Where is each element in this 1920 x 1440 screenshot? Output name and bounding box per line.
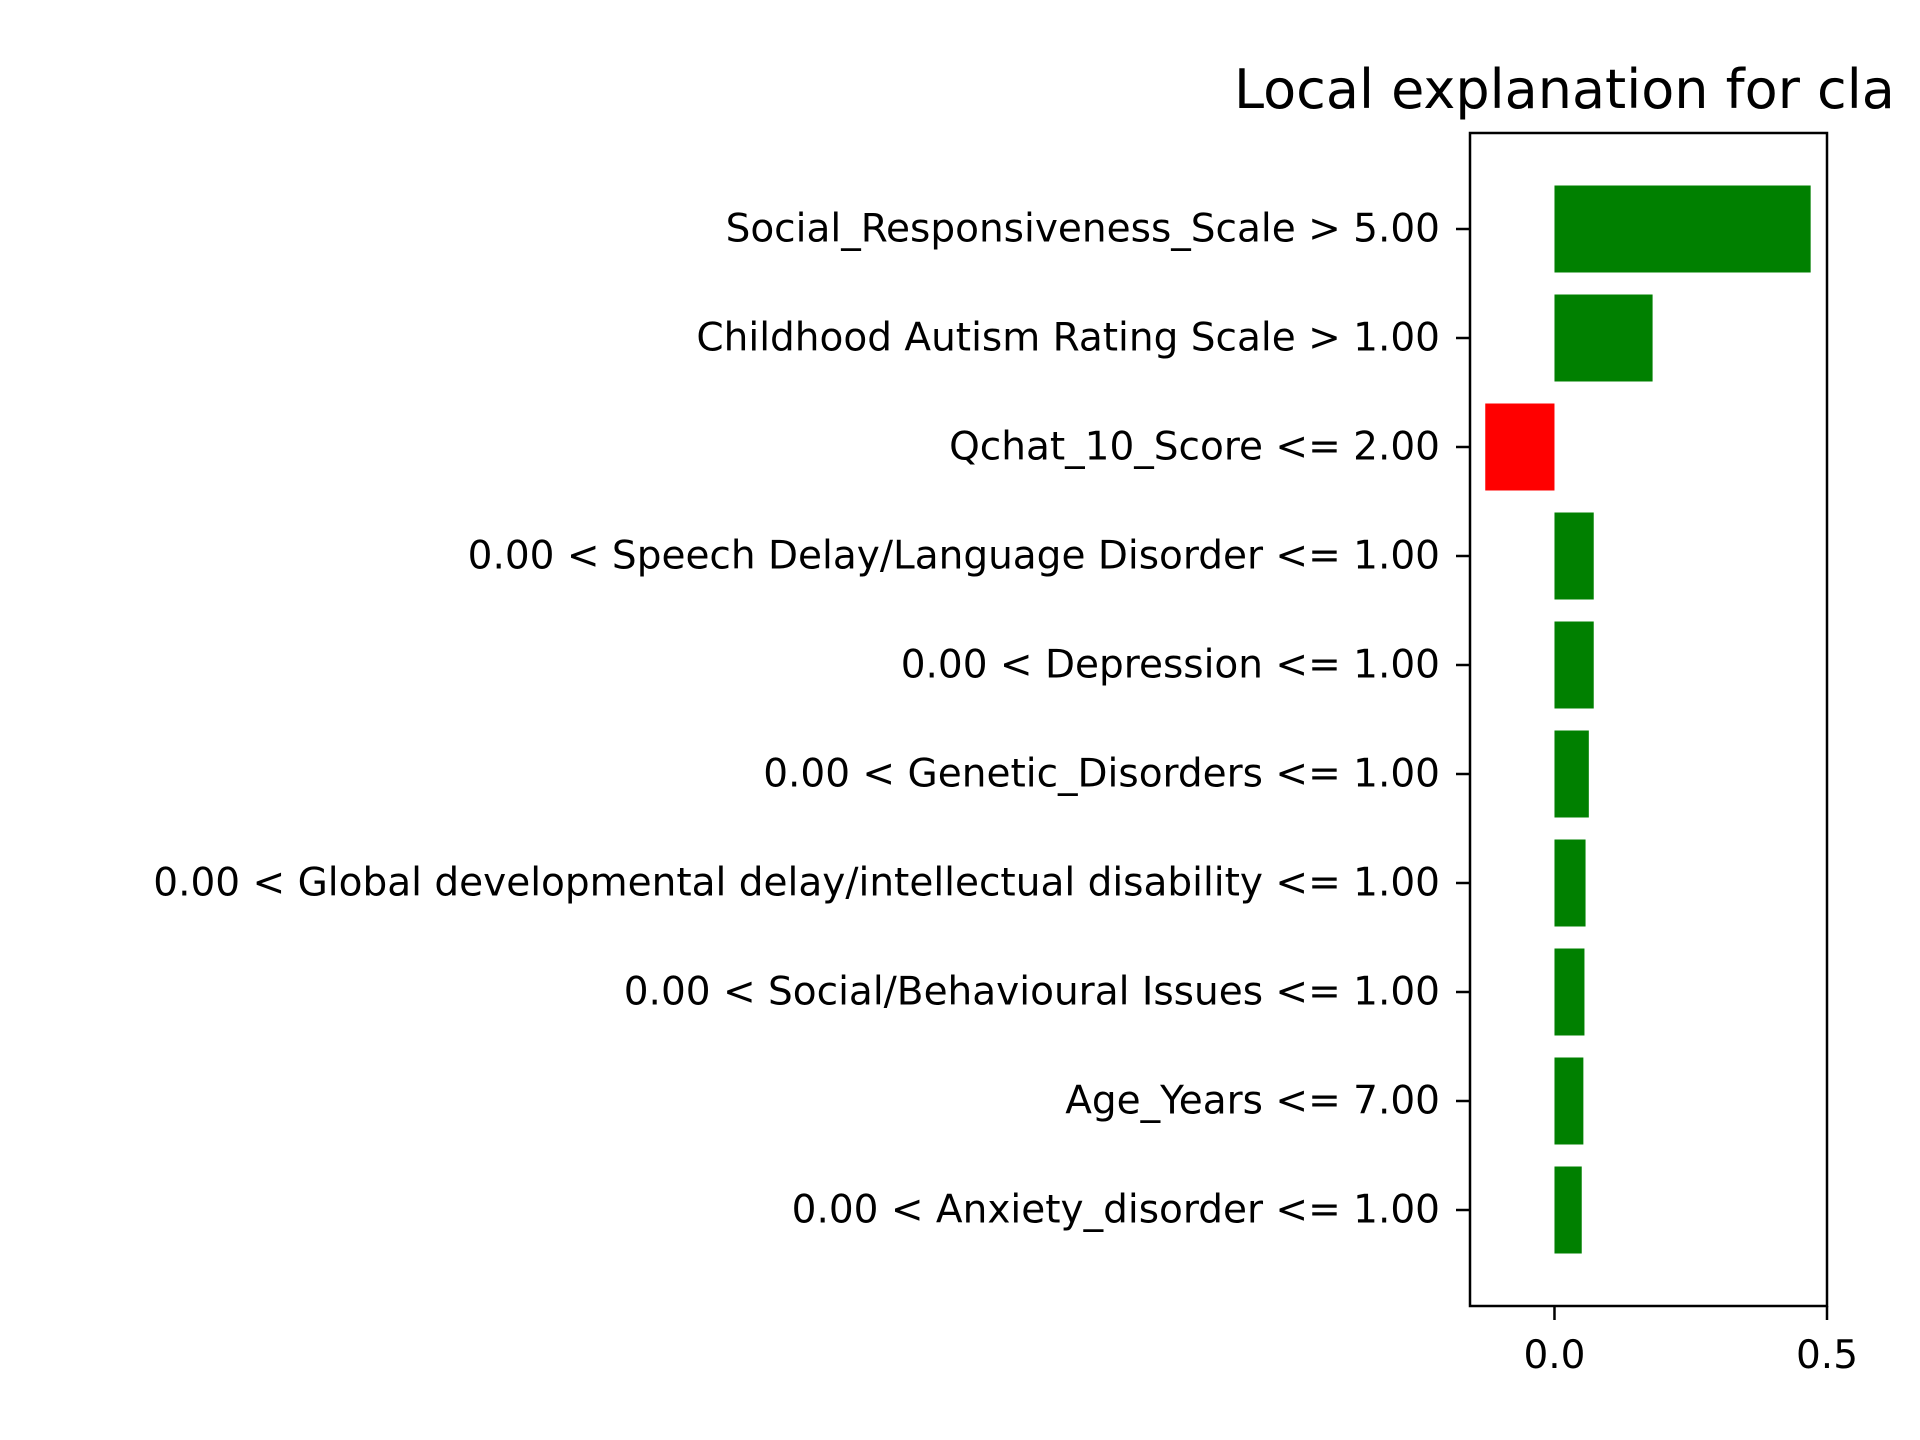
- bar-4: [1554, 512, 1594, 600]
- bar-3: [1485, 403, 1555, 491]
- bar-8: [1554, 948, 1585, 1036]
- y-axis-ticks: Social_Responsiveness_Scale > 5.00 Childh…: [153, 207, 1470, 1233]
- x-axis-ticks: 0.0 0.5: [1523, 1306, 1858, 1378]
- plot-frame: [1468, 131, 1829, 1308]
- x-tick-label: 0.5: [1796, 1333, 1858, 1378]
- bar-5: [1554, 621, 1594, 709]
- bar-1: [1554, 185, 1811, 273]
- y-tick-label: Childhood Autism Rating Scale > 1.00: [696, 316, 1440, 361]
- bar-10: [1554, 1166, 1582, 1254]
- bar-2: [1554, 294, 1653, 382]
- chart-title: Local explanation for cla: [1234, 58, 1895, 121]
- bar-9: [1554, 1057, 1584, 1145]
- bar-7: [1554, 839, 1586, 927]
- y-tick-label: 0.00 < Anxiety_disorder <= 1.00: [792, 1188, 1440, 1233]
- y-tick-label: 0.00 < Global developmental delay/intell…: [153, 861, 1440, 906]
- y-tick-label: 0.00 < Genetic_Disorders <= 1.00: [763, 752, 1440, 797]
- y-tick-label: Social_Responsiveness_Scale > 5.00: [726, 207, 1440, 252]
- bar-6: [1554, 730, 1589, 818]
- y-tick-label: Age_Years <= 7.00: [1065, 1079, 1440, 1124]
- y-tick-label: 0.00 < Depression <= 1.00: [901, 643, 1440, 688]
- y-tick-label: 0.00 < Speech Delay/Language Disorder <=…: [468, 534, 1440, 579]
- bars-group: [1485, 185, 1811, 1254]
- y-tick-label: Qchat_10_Score <= 2.00: [949, 425, 1440, 470]
- y-tick-label: 0.00 < Social/Behavioural Issues <= 1.00: [624, 970, 1440, 1015]
- x-tick-label: 0.0: [1523, 1333, 1585, 1378]
